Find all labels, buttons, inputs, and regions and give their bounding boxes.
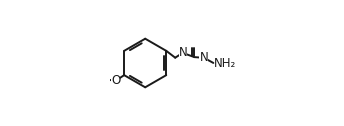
Text: N: N xyxy=(200,51,208,64)
Text: NH₂: NH₂ xyxy=(214,57,236,70)
Text: O: O xyxy=(111,74,120,87)
Text: N: N xyxy=(179,46,187,59)
